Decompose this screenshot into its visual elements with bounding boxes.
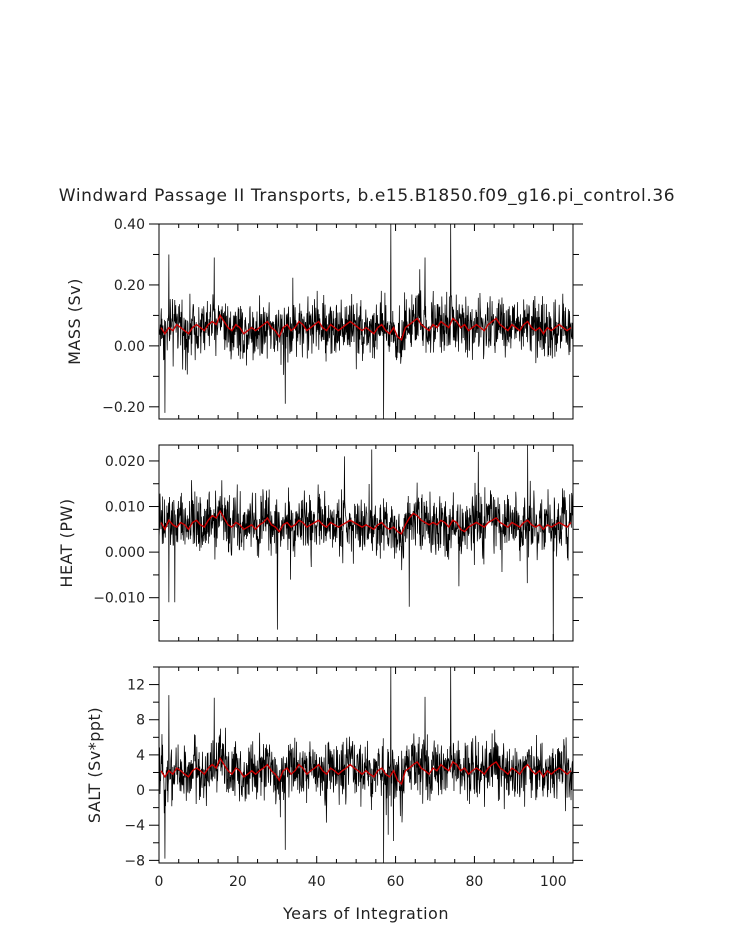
heat-panel: −0.010 0.000 0.010 0.020 HEAT (PW) <box>57 444 583 642</box>
y-axis-label: HEAT (PW) <box>57 498 76 587</box>
annual-mean-line <box>160 313 572 341</box>
y-tick-label: 8 <box>136 713 145 729</box>
y-tick-label: −8 <box>124 853 145 869</box>
y-tick-label: −4 <box>124 818 145 834</box>
plot-frame <box>158 666 574 864</box>
x-tick-label: 100 <box>540 874 567 890</box>
monthly-series-line <box>159 223 573 420</box>
salt-panel: −8 −4 0 4 8 12 SALT (Sv*ppt) 0 20 40 60 80 100 <box>85 666 583 890</box>
x-tick-label: 80 <box>466 874 484 890</box>
y-tick-label: 12 <box>127 678 145 694</box>
annual-mean-line <box>160 509 572 535</box>
y-tick-label: 0.40 <box>114 217 145 233</box>
chart-title: Windward Passage II Transports, b.e15.B1… <box>59 186 675 206</box>
x-tick-label: 0 <box>155 874 164 890</box>
y-axis-label: SALT (Sv*ppt) <box>85 707 104 823</box>
mass-panel: −0.20 0.00 0.20 0.40 MASS (Sv) <box>65 217 583 420</box>
y-tick-label: 0.020 <box>105 454 145 470</box>
y-tick-label: −0.010 <box>93 591 145 607</box>
y-tick-label: 0.000 <box>105 545 145 561</box>
plot-frame <box>158 223 574 420</box>
y-tick-label: 4 <box>136 748 145 764</box>
y-tick-label: 0.010 <box>105 500 145 516</box>
x-tick-label: 20 <box>229 874 247 890</box>
monthly-series-line <box>159 666 573 864</box>
y-tick-label: −0.20 <box>102 400 145 416</box>
x-axis-label: Years of Integration <box>282 904 449 923</box>
x-tick-label: 40 <box>308 874 326 890</box>
y-tick-label: 0.00 <box>114 339 145 355</box>
monthly-series-line <box>159 444 573 642</box>
plot-frame <box>158 444 574 642</box>
y-axis-label: MASS (Sv) <box>65 278 84 365</box>
annual-mean-line <box>160 756 572 786</box>
y-tick-label: 0.20 <box>114 278 145 294</box>
x-tick-label: 60 <box>387 874 405 890</box>
y-tick-label: 0 <box>136 783 145 799</box>
